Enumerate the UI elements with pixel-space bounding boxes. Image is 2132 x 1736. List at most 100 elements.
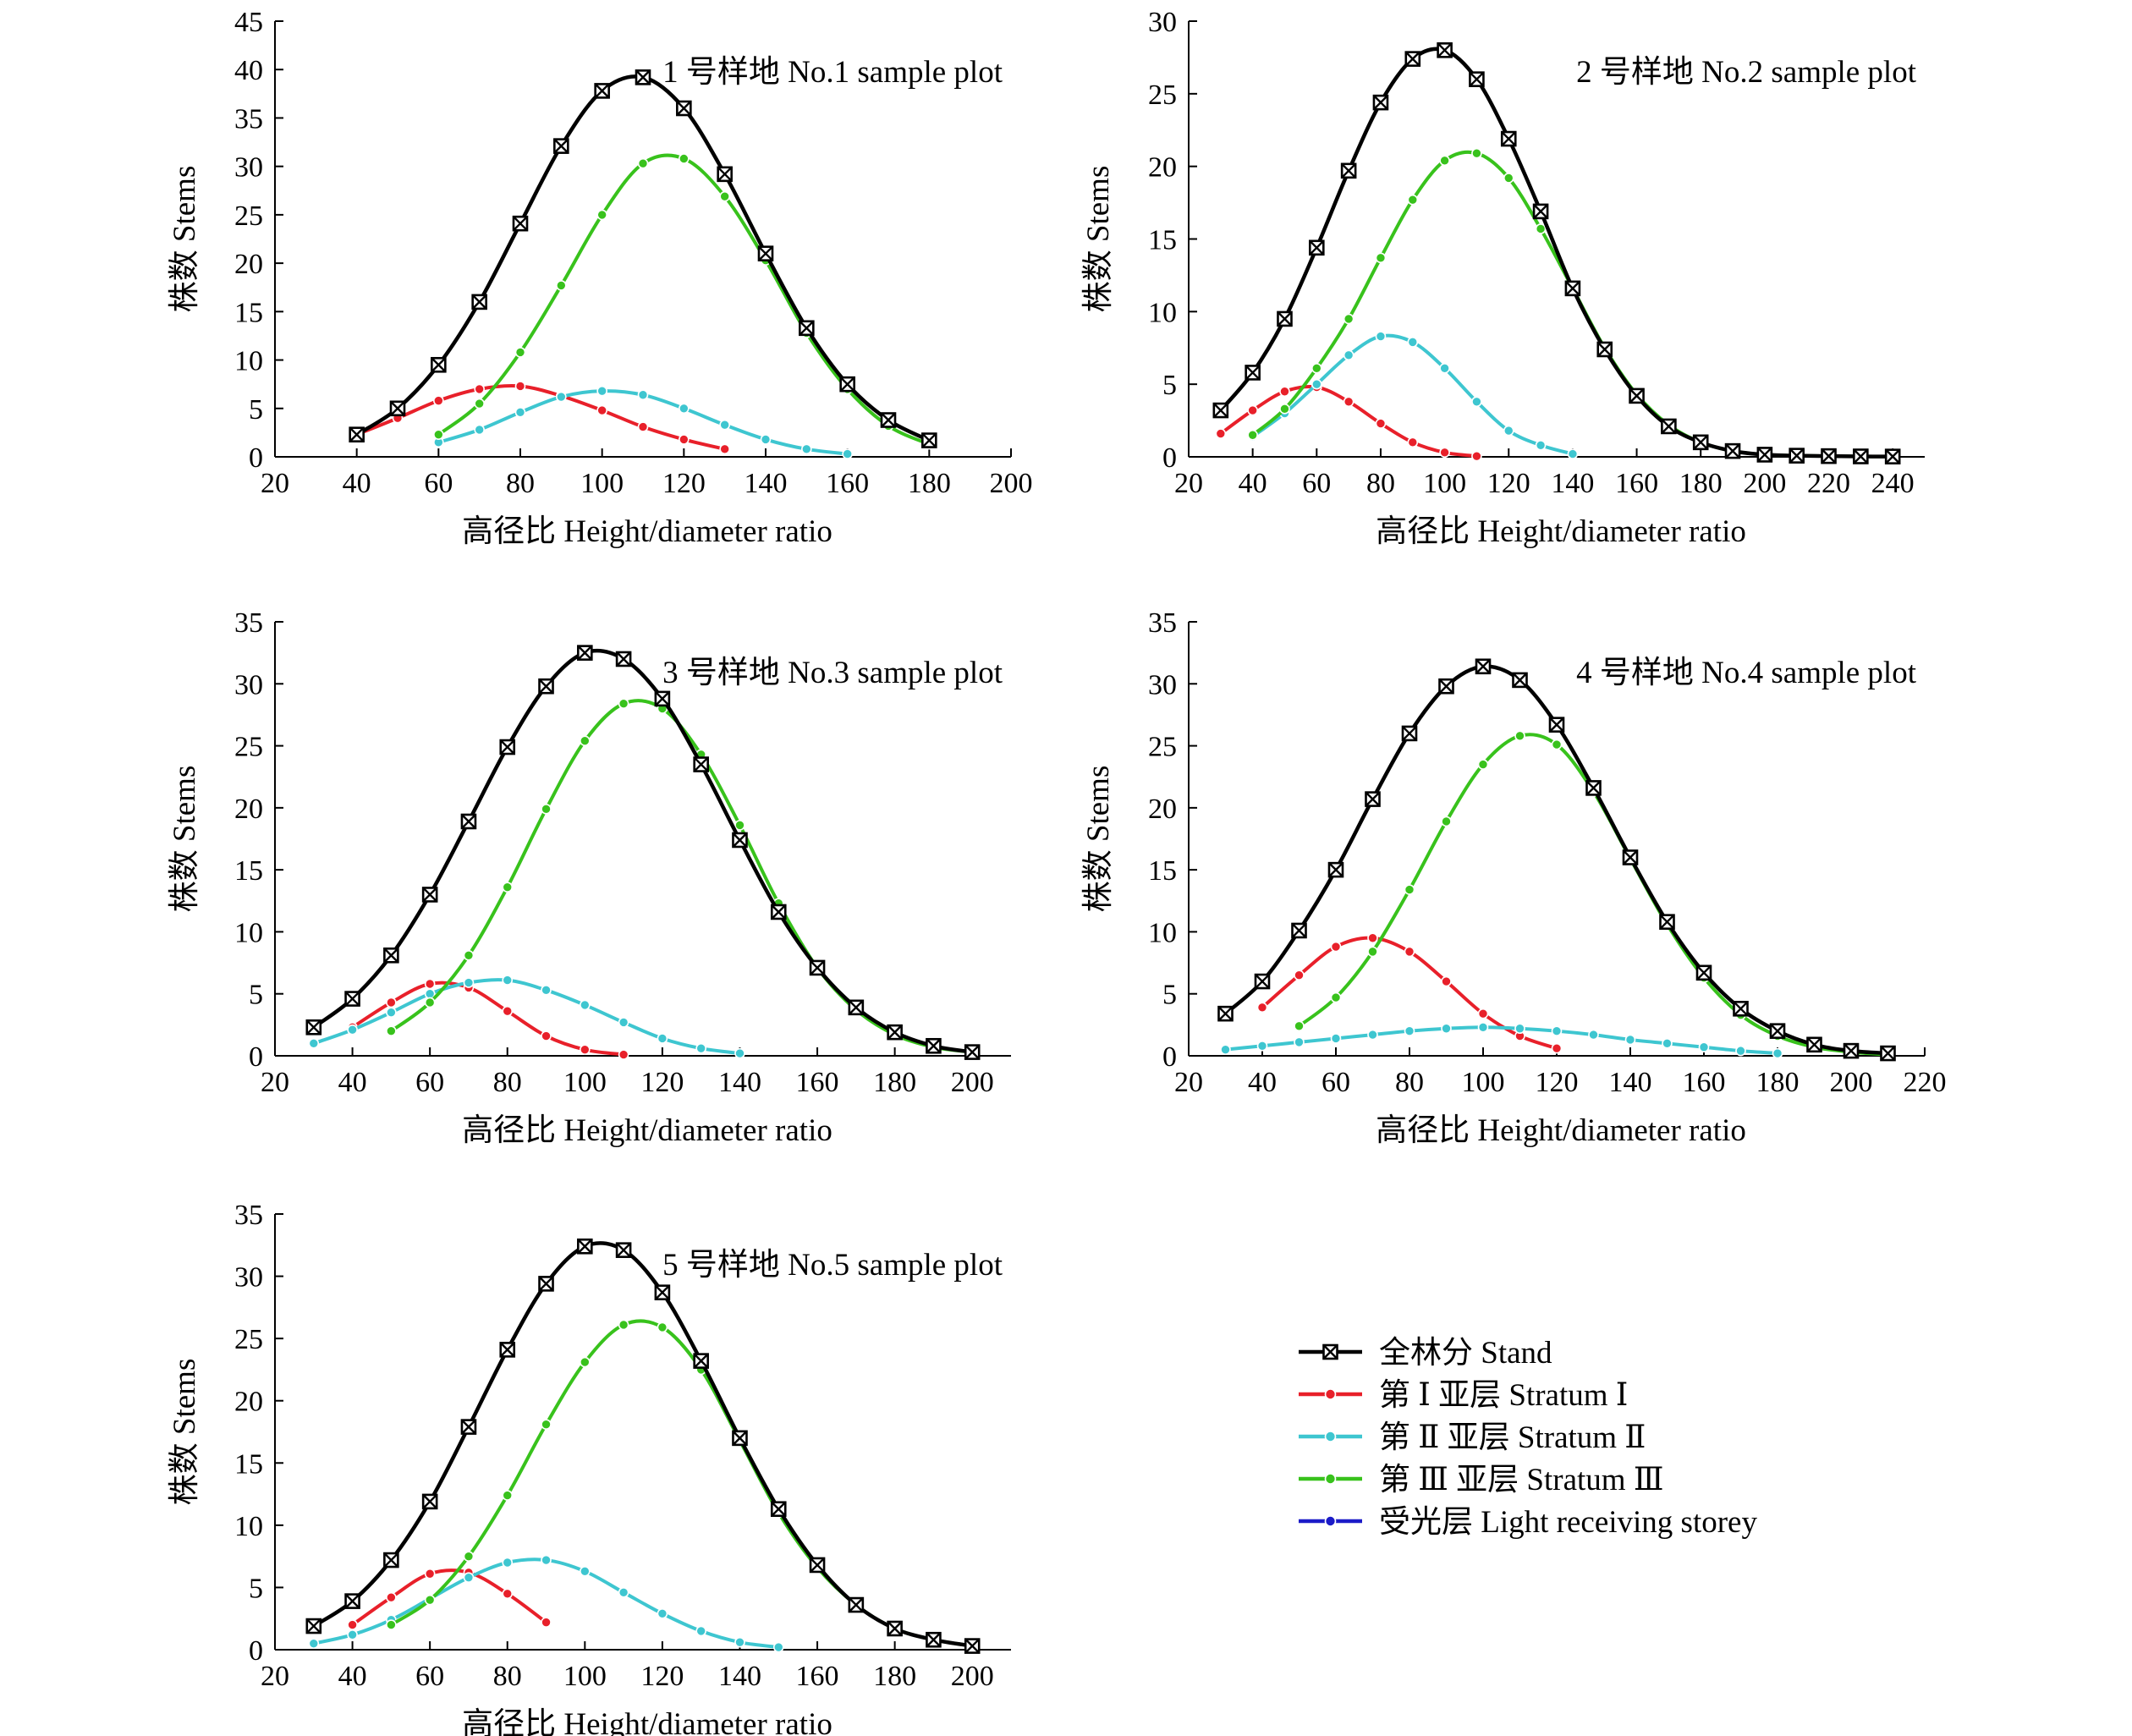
data-point [717, 166, 733, 183]
legend-swatch-marker [1322, 1343, 1338, 1360]
data-point [654, 1284, 671, 1300]
data-point [921, 432, 937, 448]
y-tick-label: 20 [1148, 794, 1177, 825]
data-point [383, 947, 399, 964]
data-point [964, 1638, 981, 1654]
data-point [1880, 1045, 1896, 1062]
data-point [553, 138, 569, 154]
data-point [1404, 51, 1421, 67]
data-point [596, 209, 607, 221]
data-point [842, 448, 853, 459]
y-tick-label: 35 [234, 1200, 263, 1231]
data-point [1514, 1023, 1525, 1035]
x-tick-label: 160 [1683, 1067, 1726, 1098]
y-tick-label: 5 [249, 980, 263, 1011]
data-point [618, 1049, 629, 1060]
data-point [1843, 1042, 1860, 1059]
legend-label: 受光层 Light receiving storey [1379, 1504, 1757, 1540]
data-point [502, 1005, 514, 1017]
data-point [1585, 780, 1602, 796]
x-tick-label: 100 [1423, 468, 1466, 499]
data-point [1735, 1045, 1746, 1057]
x-tick-label: 160 [796, 1067, 839, 1098]
data-point [719, 443, 730, 455]
y-tick-label: 0 [249, 442, 263, 474]
chart-panel-3: 20 40 60 80 100 120 140 160 180 200 0 5 10 15 20 25 30 35… [167, 607, 1011, 1148]
data-point [471, 294, 487, 310]
legend-item: 第 Ⅰ 亚层 Stratum Ⅰ [1299, 1377, 1628, 1413]
data-point [541, 1554, 552, 1566]
series-1 [1215, 382, 1482, 462]
data-point [502, 1490, 514, 1501]
y-tick-label: 5 [249, 1573, 263, 1604]
x-tick-label: 40 [338, 1067, 367, 1098]
data-point [926, 1037, 942, 1054]
data-point [1695, 964, 1712, 981]
data-point [1441, 816, 1452, 827]
y-tick-label: 0 [1162, 442, 1177, 474]
y-tick-label: 10 [1148, 297, 1177, 328]
data-point [1330, 941, 1342, 953]
data-point [732, 832, 748, 849]
data-point [386, 1025, 397, 1036]
x-tick-label: 180 [1756, 1067, 1800, 1098]
panel-title: 1 号样地 No.1 sample plot [662, 54, 1003, 90]
x-tick-label: 60 [1322, 1067, 1350, 1098]
data-point [499, 739, 516, 755]
data-point [1407, 194, 1419, 206]
legend-swatch-marker [1324, 1515, 1337, 1527]
series-line [1225, 1025, 1778, 1056]
data-point [580, 735, 591, 747]
data-point [424, 978, 436, 990]
data-point [541, 985, 552, 996]
series-3 [386, 698, 978, 1058]
data-point [502, 1557, 514, 1568]
panel-title: 4 号样地 No.4 sample plot [1576, 655, 1917, 690]
data-point [734, 1047, 745, 1059]
data-point [1330, 1033, 1342, 1044]
legend-label: 全林分 Stand [1379, 1335, 1552, 1371]
data-point [676, 100, 692, 117]
data-point [596, 404, 607, 416]
x-tick-label: 140 [1551, 468, 1594, 499]
data-point [1365, 791, 1381, 807]
legend-item: 第 Ⅱ 亚层 Stratum Ⅱ [1299, 1420, 1646, 1455]
x-tick-label: 200 [951, 1661, 994, 1692]
y-tick-label: 20 [234, 794, 263, 825]
data-point [305, 1019, 322, 1036]
data-point [1407, 337, 1419, 348]
y-axis-title: 株数 Stems [167, 1359, 202, 1506]
data-point [421, 887, 438, 903]
legend-item: 第 Ⅲ 亚层 Stratum Ⅲ [1299, 1462, 1664, 1497]
data-point [1692, 434, 1709, 451]
series-2 [308, 975, 745, 1059]
data-point [719, 419, 730, 431]
data-point [431, 356, 447, 373]
data-point [1375, 331, 1387, 342]
series-0 [1217, 658, 1896, 1062]
data-point [538, 678, 554, 695]
data-point [1220, 1044, 1231, 1055]
y-tick-label: 45 [234, 7, 263, 38]
x-tick-label: 100 [563, 1067, 607, 1098]
x-tick-label: 20 [261, 1067, 289, 1098]
data-point [424, 1568, 436, 1579]
x-tick-label: 80 [506, 468, 535, 499]
x-axis-title: 高径比 Height/diameter ratio [1376, 514, 1746, 549]
data-point [1724, 442, 1741, 459]
y-tick-label: 25 [234, 1324, 263, 1355]
chart-panel-5: 20 40 60 80 100 120 140 160 180 200 0 5 10 15 20 25 30 35… [167, 1200, 1011, 1736]
x-tick-label: 200 [990, 468, 1033, 499]
x-tick-label: 200 [1830, 1067, 1873, 1098]
data-point [1277, 310, 1293, 327]
data-point [1500, 130, 1517, 147]
x-tick-label: 180 [908, 468, 951, 499]
y-tick-label: 25 [234, 732, 263, 763]
data-point [1514, 730, 1525, 742]
data-point [1256, 1002, 1268, 1014]
data-point [514, 347, 526, 358]
data-point [347, 1024, 358, 1036]
legend-swatch-marker [1324, 1473, 1337, 1485]
data-point [1311, 378, 1322, 390]
data-point [538, 1276, 554, 1292]
